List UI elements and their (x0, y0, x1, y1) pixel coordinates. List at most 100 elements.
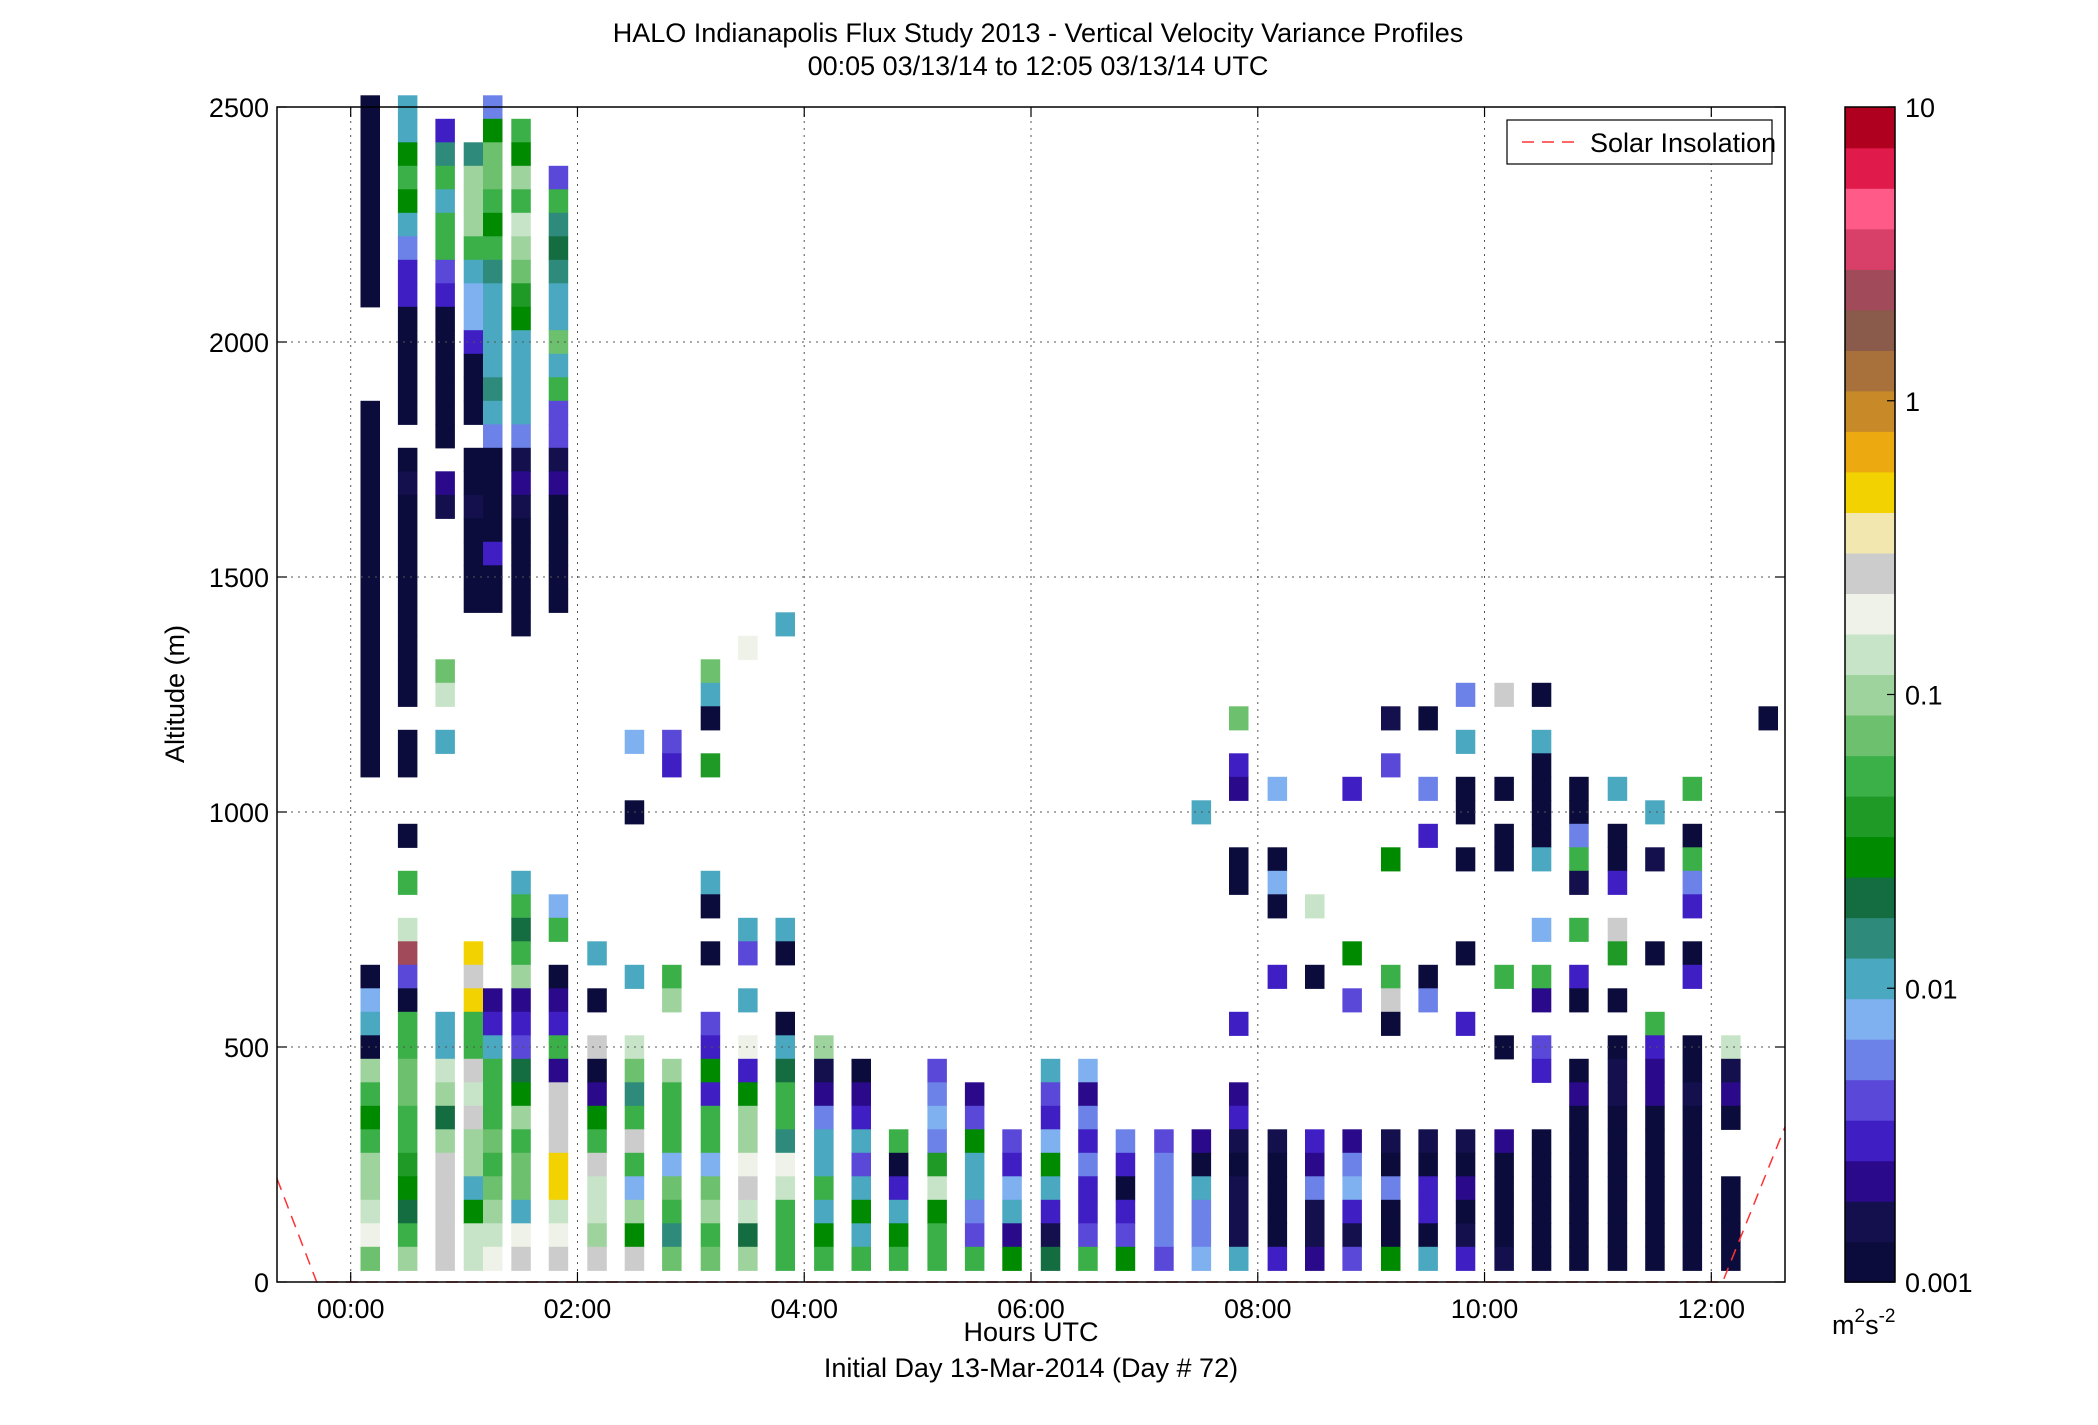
heatmap-cell (1305, 894, 1325, 919)
heatmap-cell (360, 259, 380, 284)
heatmap-cell (964, 1105, 985, 1130)
heatmap-cell (511, 1176, 531, 1201)
heatmap-cell (511, 1152, 531, 1177)
heatmap-cell (1078, 1105, 1098, 1130)
colorbar-tick-label: 0.1 (1905, 681, 1943, 711)
heatmap-cell (1607, 1246, 1628, 1271)
heatmap-cell (964, 1152, 985, 1177)
heatmap-cell (1267, 1176, 1288, 1201)
heatmap-cell (1645, 800, 1665, 825)
heatmap-cell (775, 1246, 795, 1271)
heatmap-cell (397, 870, 418, 895)
heatmap-cell (775, 1105, 795, 1130)
heatmap-cell (1721, 1246, 1741, 1271)
heatmap-cell (1531, 682, 1552, 707)
heatmap-cell (1115, 1129, 1136, 1154)
colorbar-band (1845, 1160, 1895, 1202)
heatmap-cell (1494, 847, 1514, 872)
heatmap-cell (587, 1058, 607, 1083)
heatmap-cell (435, 212, 455, 237)
heatmap-cell (624, 1223, 645, 1248)
heatmap-cell (1531, 988, 1552, 1013)
heatmap-cell (814, 1105, 834, 1130)
heatmap-cell (1531, 1035, 1552, 1060)
heatmap-cell (587, 1246, 607, 1271)
colorbar-band (1845, 957, 1895, 1000)
heatmap-cell (483, 1223, 503, 1248)
colorbar-band (1845, 309, 1895, 351)
heatmap-cell (1569, 823, 1589, 848)
colorbar-band (1845, 228, 1895, 270)
heatmap-cell (435, 1011, 455, 1036)
heatmap-cell (1342, 1152, 1362, 1177)
colorbar-band (1845, 269, 1895, 311)
heatmap-cell (1418, 964, 1438, 989)
heatmap-cell (463, 1011, 484, 1036)
heatmap-cell (1040, 1105, 1061, 1130)
heatmap-cell (483, 212, 503, 237)
heatmap-cell (1305, 1223, 1325, 1248)
colorbar-band (1845, 1038, 1895, 1081)
heatmap-cell (1342, 941, 1362, 966)
heatmap-cell (1381, 964, 1401, 989)
heatmap-cell (511, 917, 531, 942)
heatmap-cell (360, 400, 380, 425)
heatmap-cell (511, 941, 531, 966)
colorbar-tick-label: 0.01 (1905, 974, 1958, 1004)
colorbar-tick-label: 1 (1905, 387, 1920, 417)
heatmap-cell (1342, 988, 1362, 1013)
colorbar-band (1845, 1079, 1895, 1121)
heatmap-cell (1229, 847, 1249, 872)
heatmap-cell (511, 1011, 531, 1036)
heatmap-cell (1154, 1152, 1174, 1177)
heatmap-cell (463, 1223, 484, 1248)
heatmap-cell (587, 1152, 607, 1177)
heatmap-cell (511, 870, 531, 895)
y-tick-label: 2000 (209, 328, 269, 358)
heatmap-cell (1645, 1035, 1665, 1060)
heatmap-cell (483, 118, 503, 143)
heatmap-cell (1531, 1223, 1552, 1248)
heatmap-cell (360, 1035, 380, 1060)
heatmap-cell (1002, 1246, 1022, 1271)
heatmap-cell (1682, 1129, 1703, 1154)
heatmap-cell (1569, 1176, 1589, 1201)
heatmap-cell (483, 1011, 503, 1036)
heatmap-cell (927, 1152, 947, 1177)
heatmap-cell (1607, 1152, 1628, 1177)
heatmap-cell (483, 165, 503, 190)
heatmap-cell (888, 1223, 909, 1248)
heatmap-cell (463, 189, 484, 214)
heatmap-cell (548, 1176, 569, 1201)
heatmap-cell (360, 1223, 380, 1248)
heatmap-cell (548, 471, 569, 496)
heatmap-cell (814, 1176, 834, 1201)
heatmap-cell (1381, 1129, 1401, 1154)
y-tick-label: 1500 (209, 563, 269, 593)
colorbar-band (1845, 188, 1895, 230)
heatmap-cell (1494, 964, 1514, 989)
heatmap-cell (483, 424, 503, 449)
heatmap-cell (775, 1199, 795, 1224)
heatmap-cell (1115, 1176, 1136, 1201)
heatmap-cell (927, 1129, 947, 1154)
heatmap-cell (435, 471, 455, 496)
heatmap-cell (1494, 1223, 1514, 1248)
heatmap-cell (1607, 823, 1628, 848)
heatmap-cell (360, 1058, 380, 1083)
heatmap-cell (435, 682, 455, 707)
heatmap-cell (1494, 1176, 1514, 1201)
heatmap-cell (435, 1105, 455, 1130)
y-tick-label: 2500 (209, 93, 269, 123)
heatmap-cell (1191, 1199, 1212, 1224)
heatmap-cell (435, 1199, 455, 1224)
heatmap-cell (662, 753, 682, 778)
heatmap-cell (1607, 941, 1628, 966)
heatmap-cell (548, 894, 569, 919)
heatmap-cell (463, 1176, 484, 1201)
heatmap-cell (463, 1105, 484, 1130)
heatmap-cell (397, 518, 418, 543)
x-tick-label: 10:00 (1451, 1294, 1519, 1324)
heatmap-cell (360, 142, 380, 167)
heatmap-cell (738, 1176, 758, 1201)
